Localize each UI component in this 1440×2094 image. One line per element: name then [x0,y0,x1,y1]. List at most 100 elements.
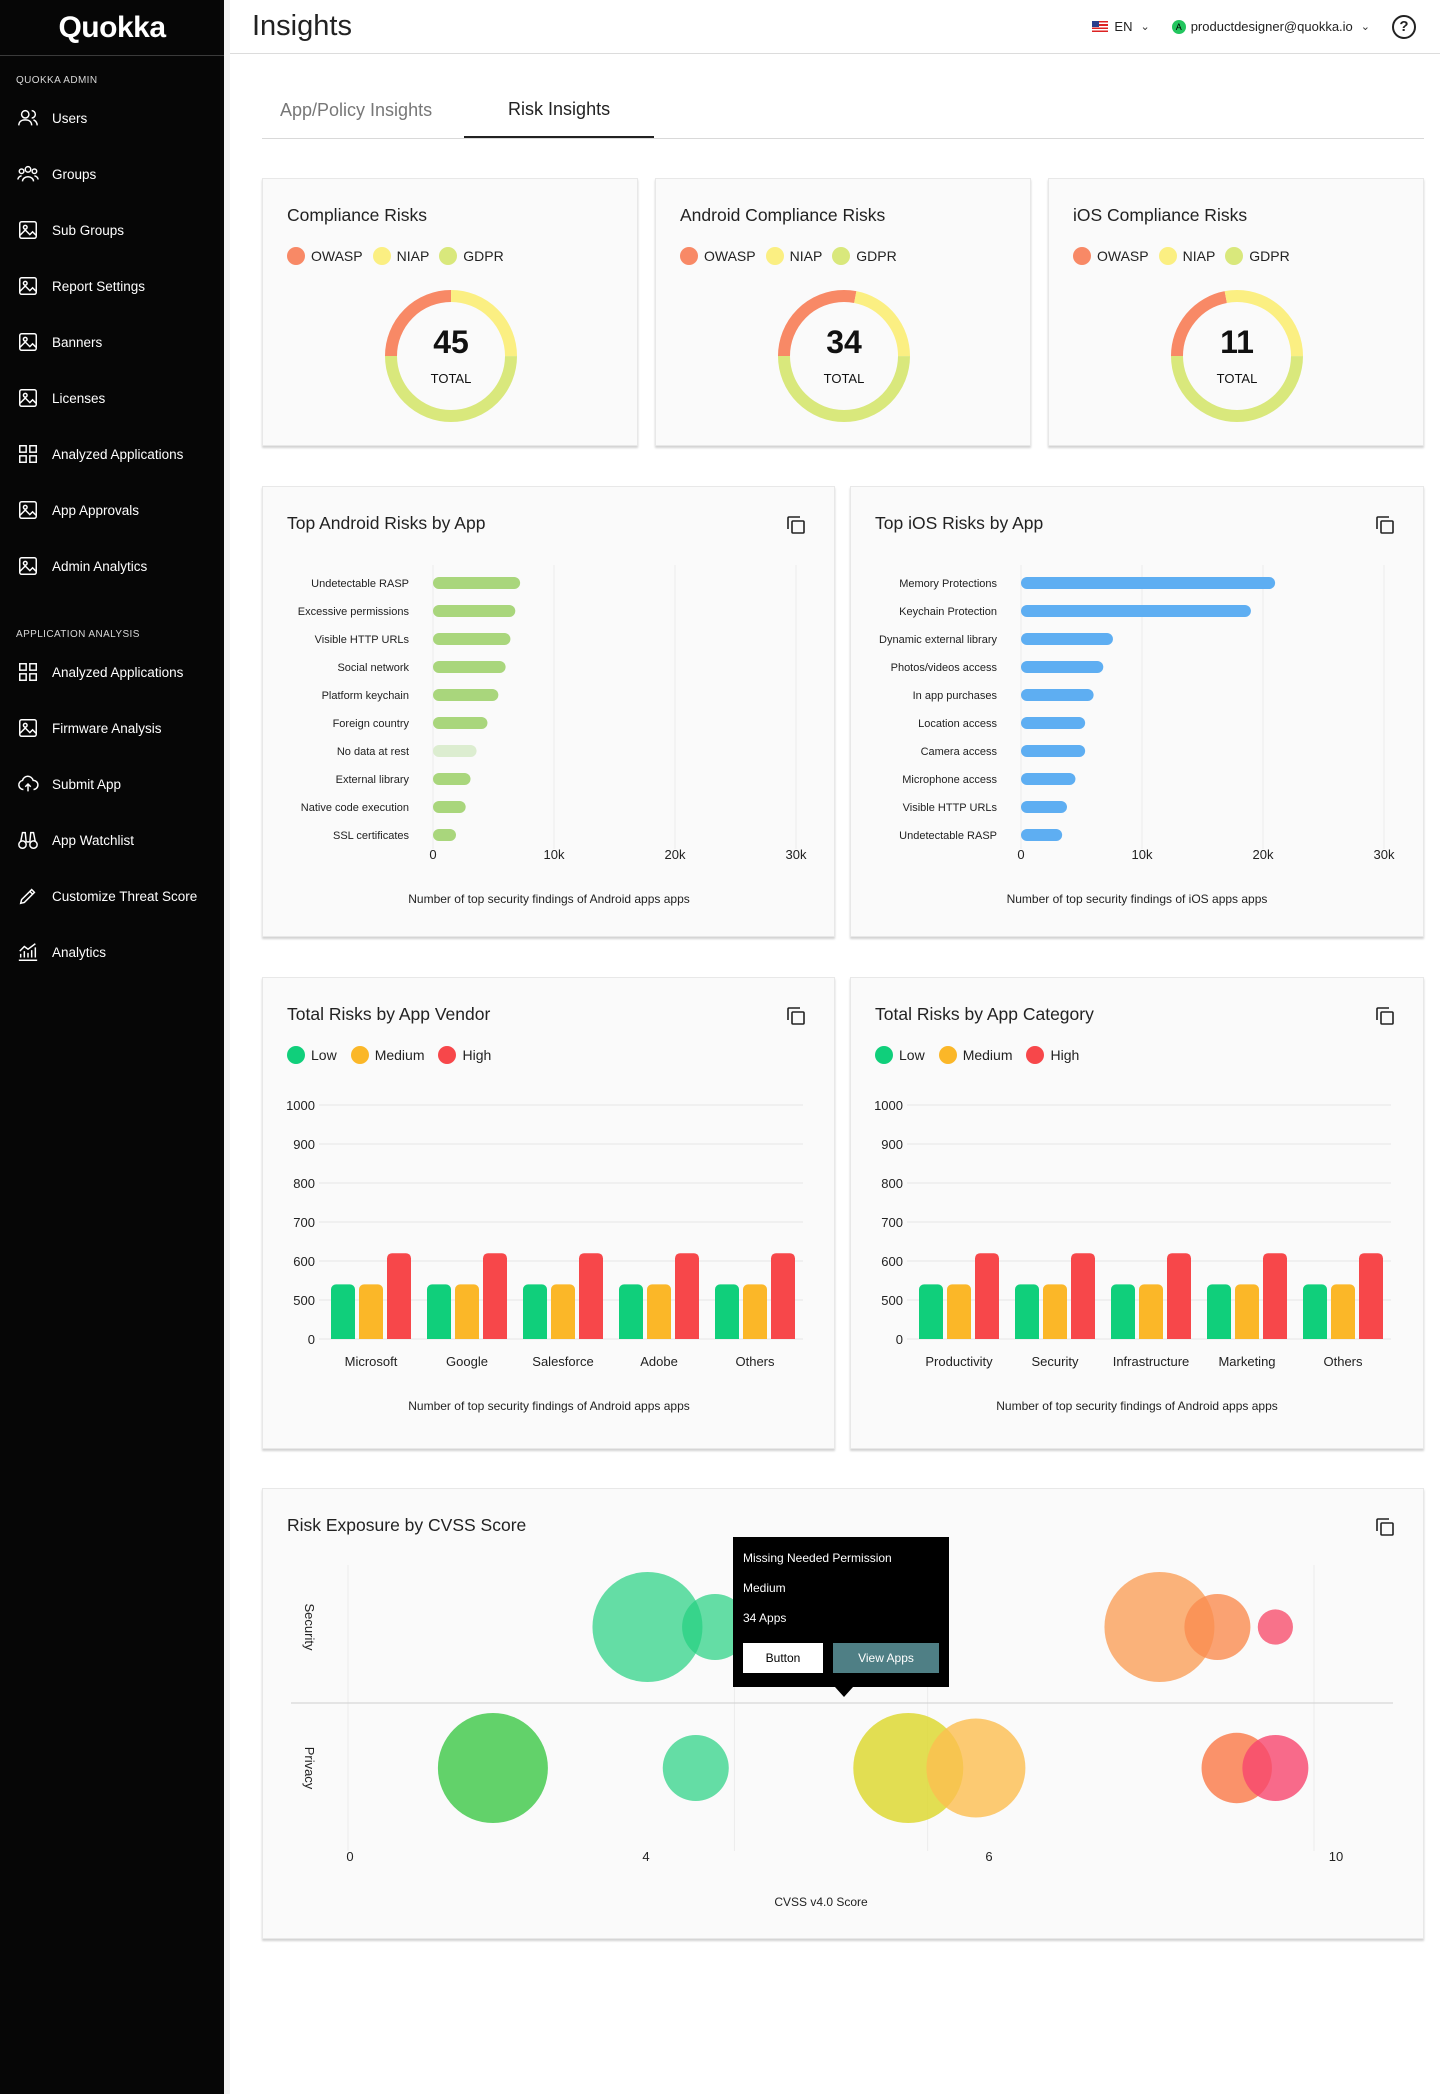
bar-high[interactable] [675,1253,699,1339]
bubble[interactable] [592,1572,703,1682]
legend-owasp[interactable]: OWASP [680,247,756,265]
bar[interactable] [1021,577,1276,589]
donut-segment-niap[interactable] [385,290,517,422]
legend-gdpr[interactable]: GDPR [1225,247,1290,265]
sidebar-item-firmware-analysis[interactable]: Firmware Analysis [0,700,224,756]
sidebar-item-sub-groups[interactable]: Sub Groups [0,202,224,258]
bar-low[interactable] [331,1284,355,1339]
sidebar-item-customize-threat-score[interactable]: Customize Threat Score [0,868,224,924]
bar-medium[interactable] [743,1284,767,1339]
sidebar-item-submit-app[interactable]: Submit App [0,756,224,812]
bar-high[interactable] [1071,1253,1095,1339]
help-icon[interactable]: ? [1392,14,1416,39]
legend-low[interactable]: Low [287,1046,337,1064]
bar-medium[interactable] [359,1284,383,1339]
bar[interactable] [1021,689,1094,701]
bar[interactable] [433,689,499,701]
bar[interactable] [433,661,506,673]
bar-high[interactable] [771,1253,795,1339]
bar[interactable] [1021,605,1251,617]
sidebar-item-analyzed-applications[interactable]: Analyzed Applications [0,644,224,700]
bar[interactable] [433,829,456,841]
bar-medium[interactable] [947,1284,971,1339]
legend-owasp[interactable]: OWASP [1073,247,1149,265]
sidebar-item-analyzed-applications[interactable]: Analyzed Applications [0,426,224,482]
bubble[interactable] [1242,1735,1309,1801]
bar-low[interactable] [523,1284,547,1339]
bubble[interactable] [682,1594,749,1660]
sidebar-item-banners[interactable]: Banners [0,314,224,370]
bar-high[interactable] [483,1253,507,1339]
legend-niap[interactable]: NIAP [372,247,429,265]
bar-low[interactable] [1111,1284,1135,1339]
bar-low[interactable] [1207,1284,1231,1339]
bar[interactable] [433,717,488,729]
bar-high[interactable] [387,1253,411,1339]
bar[interactable] [433,577,521,589]
bubble[interactable] [926,1718,1026,1818]
bar-high[interactable] [1167,1253,1191,1339]
bar[interactable] [433,745,477,757]
bar[interactable] [1021,801,1067,813]
legend-niap[interactable]: NIAP [1158,247,1215,265]
bubble[interactable] [1104,1572,1215,1682]
bar-medium[interactable] [551,1284,575,1339]
bar-medium[interactable] [1139,1284,1163,1339]
bar[interactable] [1021,773,1076,785]
bar-low[interactable] [715,1284,739,1339]
bar-high[interactable] [1359,1253,1383,1339]
bar-medium[interactable] [1331,1284,1355,1339]
bar-low[interactable] [619,1284,643,1339]
bar[interactable] [1021,661,1104,673]
donut-segment-gdpr[interactable] [778,290,910,422]
bar[interactable] [1021,829,1063,841]
donut-segment-gdpr[interactable] [1171,290,1303,422]
legend-gdpr[interactable]: GDPR [439,247,504,265]
sidebar-item-app-approvals[interactable]: App Approvals [0,482,224,538]
legend-niap[interactable]: NIAP [765,247,822,265]
copy-icon[interactable] [1373,1004,1397,1028]
legend-gdpr[interactable]: GDPR [832,247,897,265]
bar-medium[interactable] [647,1284,671,1339]
donut-segment-niap[interactable] [778,290,910,422]
donut-segment-niap[interactable] [1171,290,1303,422]
bar-medium[interactable] [1043,1284,1067,1339]
sidebar-item-app-watchlist[interactable]: App Watchlist [0,812,224,868]
bubble[interactable] [662,1735,729,1801]
legend-high[interactable]: High [1026,1046,1079,1064]
sidebar-item-analytics[interactable]: Analytics [0,924,224,980]
sidebar-item-report-settings[interactable]: Report Settings [0,258,224,314]
tab-app-policy-insights[interactable]: App/Policy Insights [280,99,433,120]
copy-icon[interactable] [784,513,808,537]
app-logo[interactable]: Quokka [0,0,224,56]
legend-low[interactable]: Low [875,1046,925,1064]
bar[interactable] [1021,633,1113,645]
view-apps-button[interactable]: View Apps [833,1643,939,1673]
bar[interactable] [433,773,471,785]
bar[interactable] [433,633,511,645]
copy-icon[interactable] [1373,513,1397,537]
sidebar-item-licenses[interactable]: Licenses [0,370,224,426]
bar-low[interactable] [919,1284,943,1339]
tooltip-button[interactable]: Button [743,1643,823,1673]
sidebar-item-users[interactable]: Users [0,90,224,146]
copy-icon[interactable] [1373,1515,1397,1539]
copy-icon[interactable] [784,1004,808,1028]
bar-high[interactable] [579,1253,603,1339]
bar[interactable] [433,801,466,813]
sidebar-item-admin-analytics[interactable]: Admin Analytics [0,538,224,594]
bubble[interactable] [437,1713,548,1823]
bar-low[interactable] [1015,1284,1039,1339]
sidebar-item-groups[interactable]: Groups [0,146,224,202]
bar-high[interactable] [1263,1253,1287,1339]
bubble[interactable] [1184,1594,1251,1660]
legend-medium[interactable]: Medium [938,1046,1012,1064]
legend-owasp[interactable]: OWASP [287,247,363,265]
bar-low[interactable] [1303,1284,1327,1339]
bar-low[interactable] [427,1284,451,1339]
bar[interactable] [1021,717,1086,729]
bar[interactable] [433,605,516,617]
tab-risk-insights[interactable]: Risk Insights [464,82,655,138]
bar-medium[interactable] [455,1284,479,1339]
bubble[interactable] [1257,1609,1293,1645]
